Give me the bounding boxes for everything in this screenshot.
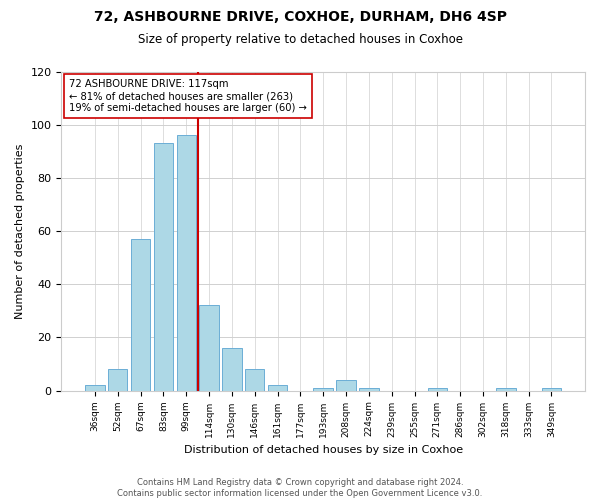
Text: 72, ASHBOURNE DRIVE, COXHOE, DURHAM, DH6 4SP: 72, ASHBOURNE DRIVE, COXHOE, DURHAM, DH6… xyxy=(94,10,506,24)
Bar xyxy=(131,239,150,390)
Bar xyxy=(176,136,196,390)
Bar xyxy=(154,144,173,390)
Bar xyxy=(85,386,104,390)
Bar xyxy=(222,348,242,391)
Bar xyxy=(245,370,265,390)
Bar xyxy=(313,388,333,390)
Bar xyxy=(359,388,379,390)
Bar xyxy=(199,306,219,390)
Bar xyxy=(268,386,287,390)
Bar xyxy=(428,388,447,390)
X-axis label: Distribution of detached houses by size in Coxhoe: Distribution of detached houses by size … xyxy=(184,445,463,455)
Y-axis label: Number of detached properties: Number of detached properties xyxy=(15,144,25,318)
Text: Contains HM Land Registry data © Crown copyright and database right 2024.
Contai: Contains HM Land Registry data © Crown c… xyxy=(118,478,482,498)
Bar xyxy=(337,380,356,390)
Bar xyxy=(108,370,127,390)
Bar xyxy=(542,388,561,390)
Text: Size of property relative to detached houses in Coxhoe: Size of property relative to detached ho… xyxy=(137,32,463,46)
Bar xyxy=(496,388,515,390)
Text: 72 ASHBOURNE DRIVE: 117sqm
← 81% of detached houses are smaller (263)
19% of sem: 72 ASHBOURNE DRIVE: 117sqm ← 81% of deta… xyxy=(69,80,307,112)
